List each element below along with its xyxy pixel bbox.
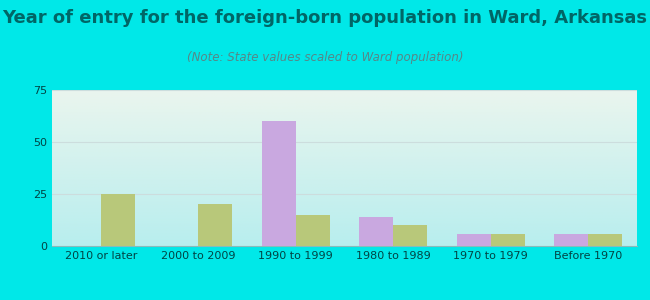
Bar [393,225,428,246]
Bar [491,233,525,246]
Bar [198,204,233,246]
Text: Year of entry for the foreign-born population in Ward, Arkansas: Year of entry for the foreign-born popul… [3,9,647,27]
Bar [261,121,296,246]
Bar [359,217,393,246]
Bar [588,233,623,246]
Bar [554,233,588,246]
Bar [101,194,135,246]
Legend: Ward, Arkansas: Ward, Arkansas [264,296,425,300]
Bar [457,233,491,246]
Text: (Note: State values scaled to Ward population): (Note: State values scaled to Ward popul… [187,51,463,64]
Bar [296,215,330,246]
